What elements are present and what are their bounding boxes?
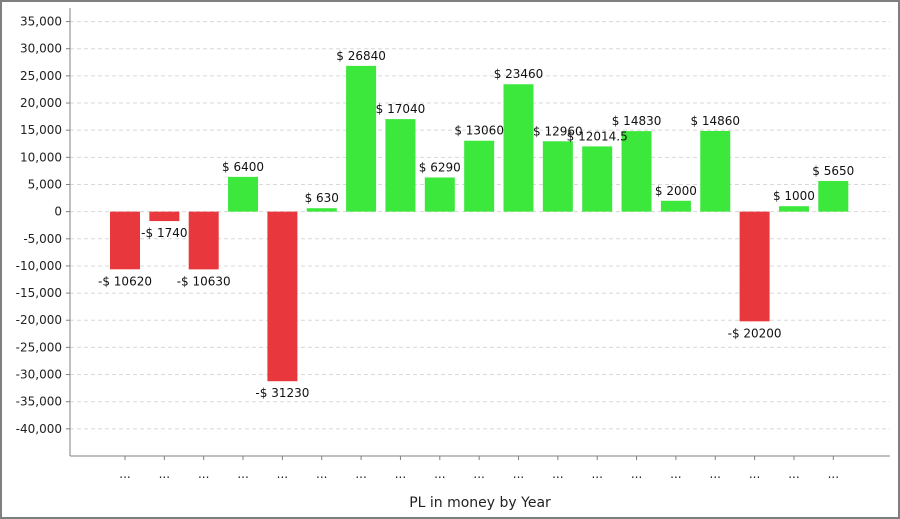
bar-negative	[188, 211, 219, 270]
bar-positive	[424, 177, 455, 212]
y-tick-label: -15,000	[16, 286, 62, 300]
x-tick-label: ...	[552, 467, 563, 481]
bar-positive	[582, 146, 613, 212]
y-tick-label: -5,000	[23, 232, 62, 246]
data-label: $ 13060	[454, 124, 504, 138]
bars	[110, 65, 849, 382]
x-tick-label: ...	[316, 467, 327, 481]
data-label: $ 12014.5	[567, 129, 628, 143]
y-tick-label: 10,000	[20, 150, 62, 164]
grid-lines	[70, 21, 890, 430]
y-tick-label: 15,000	[20, 123, 62, 137]
y-tick-label: -40,000	[16, 422, 62, 436]
y-tick-label: 25,000	[20, 69, 62, 83]
bar-positive	[385, 119, 416, 212]
bar-positive	[700, 130, 731, 212]
bar-positive	[542, 141, 573, 212]
x-tick-label: ...	[395, 467, 406, 481]
y-tick-label: -30,000	[16, 368, 62, 382]
data-label: $ 12960	[533, 124, 583, 138]
bar-negative	[110, 211, 140, 270]
x-axis-ticks: ........................................…	[119, 456, 839, 481]
x-tick-label: ...	[788, 467, 799, 481]
x-tick-label: ...	[513, 467, 524, 481]
x-tick-label: ...	[277, 467, 288, 481]
x-tick-label: ...	[355, 467, 366, 481]
y-tick-label: 20,000	[20, 96, 62, 110]
x-tick-label: ...	[198, 467, 209, 481]
x-tick-label: ...	[237, 467, 248, 481]
y-tick-label: 30,000	[20, 42, 62, 56]
data-label: -$ 1740	[141, 226, 187, 240]
bar-negative	[267, 211, 298, 382]
data-label: $ 6290	[419, 160, 461, 174]
bar-positive	[621, 131, 652, 212]
data-label: $ 14860	[690, 114, 740, 128]
y-tick-label: 5,000	[28, 177, 62, 191]
data-labels: -$ 10620 -$ 1740 -$ 10630 $ 6400 -$ 31230 $ 6…	[98, 49, 854, 400]
x-tick-label: ...	[591, 467, 602, 481]
data-label: $ 23460	[494, 67, 544, 81]
x-axis-title: PL in money by Year	[409, 495, 551, 511]
y-tick-label: -10,000	[16, 259, 62, 273]
x-tick-label: ...	[710, 467, 721, 481]
data-label: $ 1000	[773, 189, 815, 203]
y-tick-label: -25,000	[16, 340, 62, 354]
x-tick-label: ...	[473, 467, 484, 481]
bar-positive	[778, 206, 809, 212]
y-tick-label: -35,000	[16, 395, 62, 409]
bar-positive	[464, 140, 495, 212]
y-tick-label: 35,000	[20, 15, 62, 29]
data-label: $ 17040	[376, 102, 426, 116]
data-label: -$ 20200	[728, 326, 782, 340]
x-tick-label: ...	[631, 467, 642, 481]
bar-positive	[306, 208, 337, 212]
bar-negative	[149, 211, 180, 222]
y-tick-label: 0	[54, 205, 62, 219]
data-label: $ 26840	[336, 49, 386, 63]
data-label: $ 2000	[655, 184, 697, 198]
bar-positive	[346, 65, 377, 212]
y-axis-ticks: 35,000 30,000 25,000 20,000 15,000 10,000 5,00…	[16, 15, 70, 436]
x-tick-label: ...	[828, 467, 839, 481]
y-tick-label: -20,000	[16, 313, 62, 327]
data-label: $ 14830	[612, 114, 662, 128]
x-tick-label: ...	[434, 467, 445, 481]
bar-positive	[228, 176, 259, 212]
x-tick-label: ...	[159, 467, 170, 481]
data-label: $ 5650	[812, 164, 854, 178]
x-tick-label: ...	[119, 467, 130, 481]
x-tick-label: ...	[670, 467, 681, 481]
bar-negative	[739, 211, 770, 322]
x-tick-label: ...	[749, 467, 760, 481]
bar-positive	[660, 200, 691, 212]
data-label: $ 6400	[222, 160, 264, 174]
data-label: -$ 31230	[255, 386, 309, 400]
data-label: $ 630	[305, 191, 339, 205]
bar-positive	[503, 84, 534, 212]
bar-positive	[818, 180, 849, 212]
data-label: -$ 10620	[98, 274, 152, 288]
data-label: -$ 10630	[177, 274, 231, 288]
